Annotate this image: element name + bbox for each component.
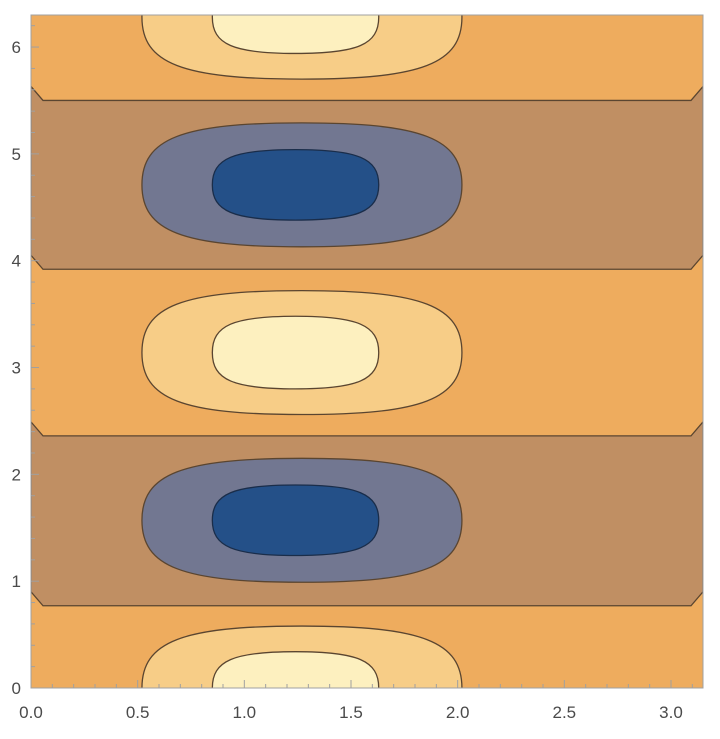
y-tick-label: 6 (12, 38, 21, 57)
x-tick-label: 1.0 (233, 703, 257, 722)
trough-inner-contour-1 (211, 484, 380, 557)
y-tick-label: 1 (12, 572, 21, 591)
x-axis: 0.0 0.5 1.0 1.5 2.0 2.5 3.0 (19, 680, 693, 722)
plot-border (30, 14, 704, 689)
x-tick-label: 1.5 (339, 703, 363, 722)
y-tick-label: 4 (12, 252, 21, 271)
y-tick-label: 2 (12, 465, 21, 484)
y-tick-label: 0 (12, 679, 21, 698)
y-tick-label: 3 (12, 359, 21, 378)
x-tick-label: 2.0 (446, 703, 470, 722)
x-tick-label: 2.5 (553, 703, 577, 722)
peak-inner-contour-2 (211, 315, 380, 390)
plot-area (31, 15, 703, 688)
trough-inner-contour-2 (211, 148, 380, 221)
y-tick-label: 5 (12, 145, 21, 164)
y-axis: 0 1 2 3 4 5 6 (12, 25, 39, 698)
x-tick-label: 3.0 (659, 703, 683, 722)
peak-inner-contour-3 (211, 15, 380, 55)
x-tick-label: 0.0 (19, 703, 43, 722)
x-tick-label: 0.5 (126, 703, 150, 722)
plot-frame (30, 14, 704, 689)
peak-inner-contour-1 (211, 651, 380, 688)
